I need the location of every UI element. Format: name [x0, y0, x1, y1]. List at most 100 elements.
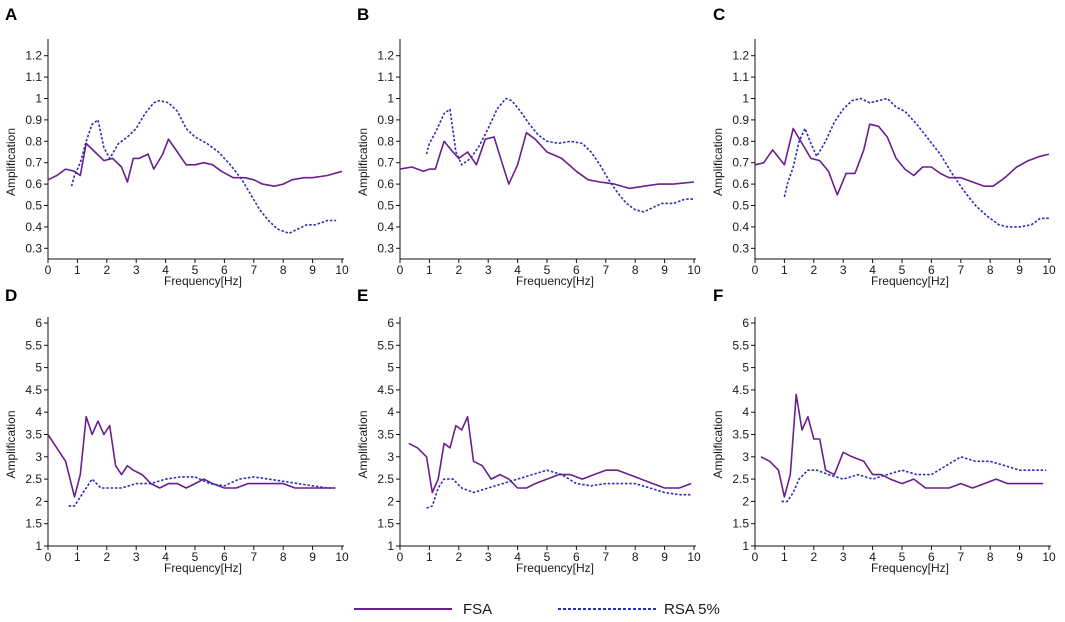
- y-tick-label: 0.9: [377, 113, 394, 127]
- panel-label: A: [5, 5, 17, 24]
- x-tick-label: 8: [280, 550, 287, 564]
- x-tick-label: 10: [1042, 550, 1056, 564]
- x-tick-label: 7: [957, 263, 964, 277]
- x-tick-label: 5: [899, 263, 906, 277]
- x-tick-label: 7: [602, 550, 609, 564]
- y-tick-label: 4.5: [25, 383, 42, 397]
- x-tick-label: 4: [514, 263, 521, 277]
- y-tick-label: 1.2: [732, 49, 749, 63]
- series-fsa-line: [754, 123, 1050, 196]
- x-axis-title: Frequency[Hz]: [516, 561, 594, 575]
- x-tick-label: 1: [781, 263, 788, 277]
- y-tick-label: 5: [387, 361, 394, 375]
- series-rsa-line: [781, 455, 1047, 503]
- y-axis-title: Amplification: [4, 410, 18, 478]
- x-tick-label: 1: [74, 263, 81, 277]
- x-tick-label: 4: [869, 263, 876, 277]
- y-tick-label: 2: [387, 494, 394, 508]
- y-tick-label: 3: [35, 450, 42, 464]
- x-tick-label: 0: [45, 263, 52, 277]
- series-fsa-line: [760, 393, 1044, 498]
- x-tick-label: 0: [752, 550, 759, 564]
- x-tick-label: 9: [1016, 550, 1023, 564]
- y-tick-label: 0.3: [732, 241, 749, 255]
- y-tick-label: 4: [742, 405, 749, 419]
- y-tick-label: 3.5: [377, 428, 394, 442]
- y-tick-label: 1.5: [732, 517, 749, 531]
- x-tick-label: 6: [221, 550, 228, 564]
- x-tick-label: 2: [455, 550, 462, 564]
- y-tick-label: 0.8: [732, 134, 749, 148]
- x-tick-label: 6: [573, 550, 580, 564]
- y-tick-label: 0.7: [732, 156, 749, 170]
- panel-label: C: [713, 5, 725, 24]
- y-tick-label: 1: [387, 92, 394, 106]
- x-tick-label: 0: [45, 550, 52, 564]
- x-tick-label: 0: [752, 263, 759, 277]
- x-tick-label: 1: [781, 550, 788, 564]
- panel-a: A 0.3 0.4 0.5 0.6 0.7 0.8 0.9 1 1.1 1.2 0 1 2 3 4 5 6 7 8 9 1…: [4, 5, 349, 288]
- y-tick-label: 0.5: [732, 199, 749, 213]
- y-tick-label: 4: [35, 405, 42, 419]
- y-tick-label: 0.5: [377, 199, 394, 213]
- x-tick-label: 6: [928, 263, 935, 277]
- panel-e: E11.522.533.544.555.560 1 2 3 4 5 6 7 8 9 10Freque…: [356, 286, 701, 575]
- x-tick-label: 3: [485, 263, 492, 277]
- x-tick-label: 4: [514, 550, 521, 564]
- y-tick-label: 0.7: [25, 156, 42, 170]
- y-tick-label: 0.4: [732, 220, 749, 234]
- x-tick-label: 7: [602, 263, 609, 277]
- x-tick-label: 3: [840, 263, 847, 277]
- x-tick-label: 1: [426, 263, 433, 277]
- x-tick-label: 8: [987, 263, 994, 277]
- y-tick-label: 2: [35, 494, 42, 508]
- y-tick-label: 1.5: [25, 517, 42, 531]
- x-axis-title: Frequency[Hz]: [164, 274, 242, 288]
- y-tick-label: 1.2: [25, 49, 42, 63]
- y-tick-label: 5.5: [25, 338, 42, 352]
- y-tick-label: 0.4: [25, 220, 42, 234]
- y-tick-label: 0.8: [25, 134, 42, 148]
- y-tick-label: 5: [742, 361, 749, 375]
- panel-label: F: [713, 286, 723, 305]
- y-tick-label: 1: [742, 92, 749, 106]
- x-tick-label: 3: [133, 550, 140, 564]
- x-tick-label: 5: [544, 263, 551, 277]
- y-tick-label: 4: [387, 405, 394, 419]
- y-tick-label: 4.5: [377, 383, 394, 397]
- y-tick-label: 2.5: [732, 472, 749, 486]
- x-tick-label: 1: [426, 550, 433, 564]
- panel-label: D: [5, 286, 17, 305]
- y-tick-label: 0.9: [732, 113, 749, 127]
- y-tick-label: 1: [387, 539, 394, 553]
- y-tick-label: 3: [742, 450, 749, 464]
- panel-b: B 0.3 0.4 0.5 0.6 0.7 0.8 0.9 1 1.1 1.2 0 1 2 3 4 5 6 7 8 9 1…: [356, 5, 701, 288]
- x-tick-label: 6: [221, 263, 228, 277]
- x-tick-label: 5: [899, 550, 906, 564]
- y-tick-label: 2.5: [377, 472, 394, 486]
- y-tick-label: 1.1: [377, 70, 394, 84]
- x-tick-label: 10: [335, 550, 349, 564]
- y-tick-label: 0.8: [377, 134, 394, 148]
- legend-rsa-label: RSA 5%: [664, 601, 720, 618]
- x-tick-label: 8: [280, 263, 287, 277]
- x-tick-label: 7: [957, 550, 964, 564]
- x-tick-label: 4: [162, 263, 169, 277]
- y-tick-label: 2.5: [25, 472, 42, 486]
- panel-f: F11.522.533.544.555.560 1 2 3 4 5 6 7 8 9 10Freque…: [711, 286, 1056, 575]
- x-tick-label: 3: [133, 263, 140, 277]
- x-tick-label: 4: [162, 550, 169, 564]
- x-tick-label: 9: [1016, 263, 1023, 277]
- y-tick-label: 0.6: [377, 177, 394, 191]
- y-tick-label: 6: [742, 316, 749, 330]
- x-tick-label: 5: [544, 550, 551, 564]
- y-tick-label: 1.2: [377, 49, 394, 63]
- y-tick-label: 1.5: [377, 517, 394, 531]
- x-tick-label: 7: [250, 550, 257, 564]
- y-tick-label: 6: [35, 316, 42, 330]
- x-tick-label: 1: [74, 550, 81, 564]
- x-tick-label: 8: [632, 550, 639, 564]
- x-tick-label: 2: [455, 263, 462, 277]
- x-tick-label: 10: [1042, 263, 1056, 277]
